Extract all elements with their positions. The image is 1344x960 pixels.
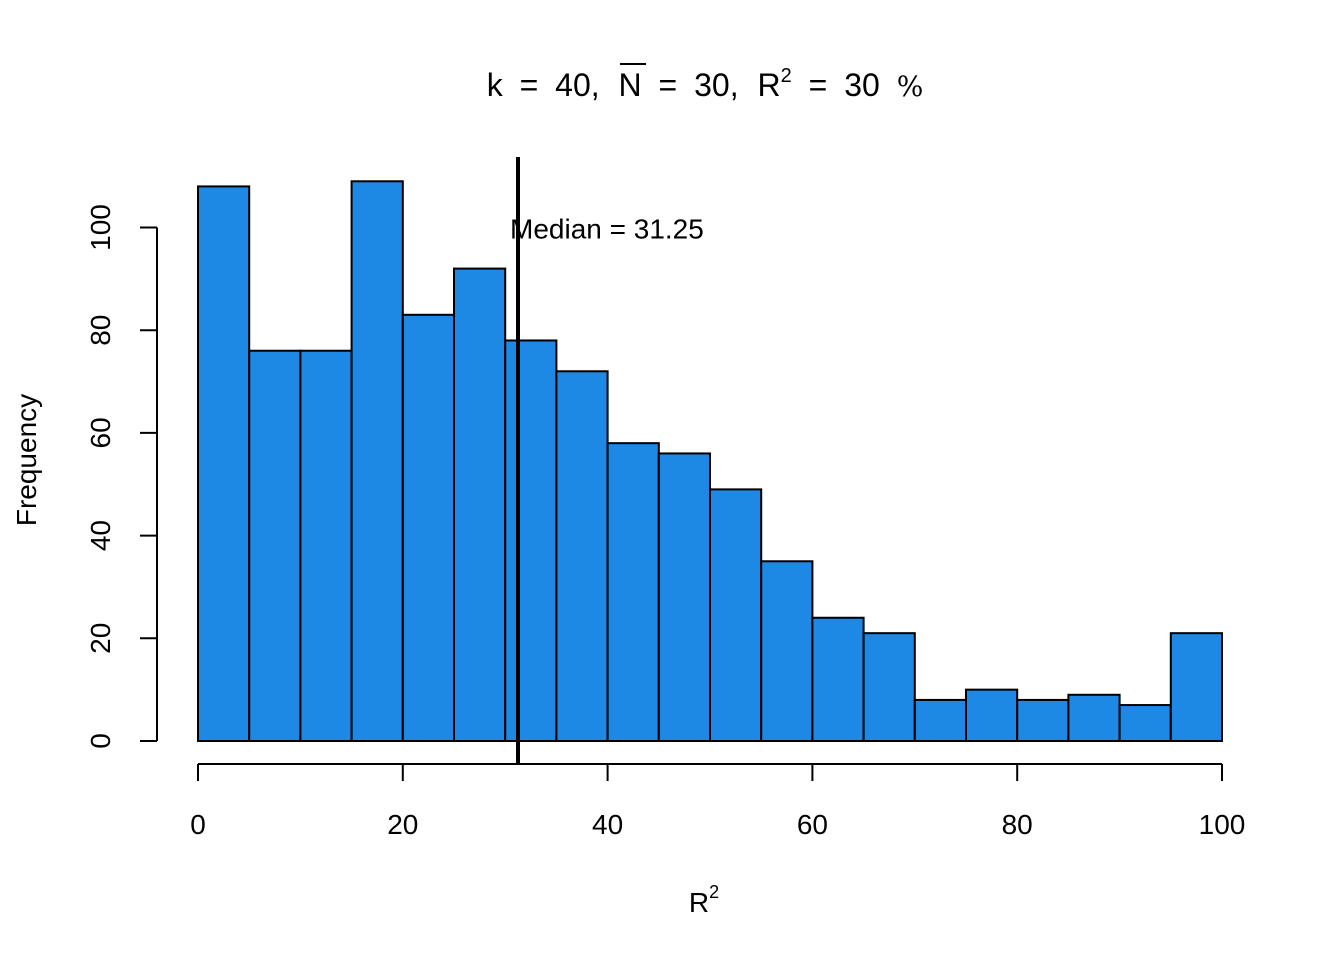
x-tick-label-4: 80 <box>1002 809 1033 840</box>
histogram-bar-7 <box>555 370 609 742</box>
y-tick-label-1: 20 <box>85 623 116 654</box>
histogram-bar-8 <box>606 442 660 742</box>
x-axis: 0 20 40 60 80 100 <box>190 763 1246 840</box>
x-tick-label-3: 60 <box>797 809 828 840</box>
title-equals-1: = <box>520 67 539 103</box>
title-n-label: N <box>619 67 642 103</box>
title-percent: % <box>897 70 924 103</box>
chart-title: k = 40, N = 30, R2 = 30 % <box>487 53 924 103</box>
title-equals-2: = <box>659 67 678 103</box>
histogram-bar-9 <box>657 452 711 742</box>
histogram-bar-17 <box>1067 693 1121 742</box>
histogram-bar-4 <box>401 313 455 742</box>
y-tick-label-0: 0 <box>85 733 116 749</box>
y-axis-label: Frequency <box>11 394 42 526</box>
histogram-bar-13 <box>862 632 916 742</box>
histogram-bar-16 <box>1016 698 1070 742</box>
histogram-bar-6 <box>504 339 558 742</box>
title-equals-3: = <box>809 67 828 103</box>
x-axis-label-sup: 2 <box>709 882 719 902</box>
title-comma-2: , <box>730 67 739 103</box>
histogram-bar-0 <box>197 185 251 743</box>
title-comma-1: , <box>591 67 600 103</box>
histogram-bar-14 <box>913 698 967 742</box>
x-tick-label-2: 40 <box>592 809 623 840</box>
x-tick-label-5: 100 <box>1199 809 1246 840</box>
title-k-label: k <box>487 67 504 103</box>
histogram-bar-10 <box>709 488 763 743</box>
title-n-value: 30 <box>694 67 730 103</box>
median-label: Median = 31.25 <box>510 214 704 245</box>
histogram-bar-5 <box>453 267 507 742</box>
histogram-bar-3 <box>350 180 404 743</box>
x-tick-label-1: 20 <box>387 809 418 840</box>
y-tick-label-3: 60 <box>85 417 116 448</box>
y-axis: 0 20 40 60 80 100 <box>85 204 158 749</box>
histogram-bar-12 <box>811 616 865 743</box>
x-axis-label: R2 <box>689 882 719 918</box>
x-axis-label-main: R <box>689 887 709 918</box>
y-tick-label-2: 40 <box>85 520 116 551</box>
title-r-sup: 2 <box>781 65 792 87</box>
histogram-bar-18 <box>1118 704 1172 742</box>
title-k-value: 40 <box>555 67 591 103</box>
title-r-label: R <box>758 67 781 103</box>
histogram-bar-19 <box>1169 632 1224 742</box>
histogram-bar-11 <box>760 560 814 743</box>
y-tick-label-4: 80 <box>85 315 116 346</box>
histogram-bar-15 <box>965 688 1019 743</box>
x-tick-label-0: 0 <box>190 809 206 840</box>
title-r-value: 30 <box>844 67 880 103</box>
y-tick-label-5: 100 <box>85 204 116 251</box>
histogram-bar-2 <box>299 349 353 742</box>
histogram-bar-1 <box>248 349 302 742</box>
histogram-bars <box>197 180 1224 743</box>
